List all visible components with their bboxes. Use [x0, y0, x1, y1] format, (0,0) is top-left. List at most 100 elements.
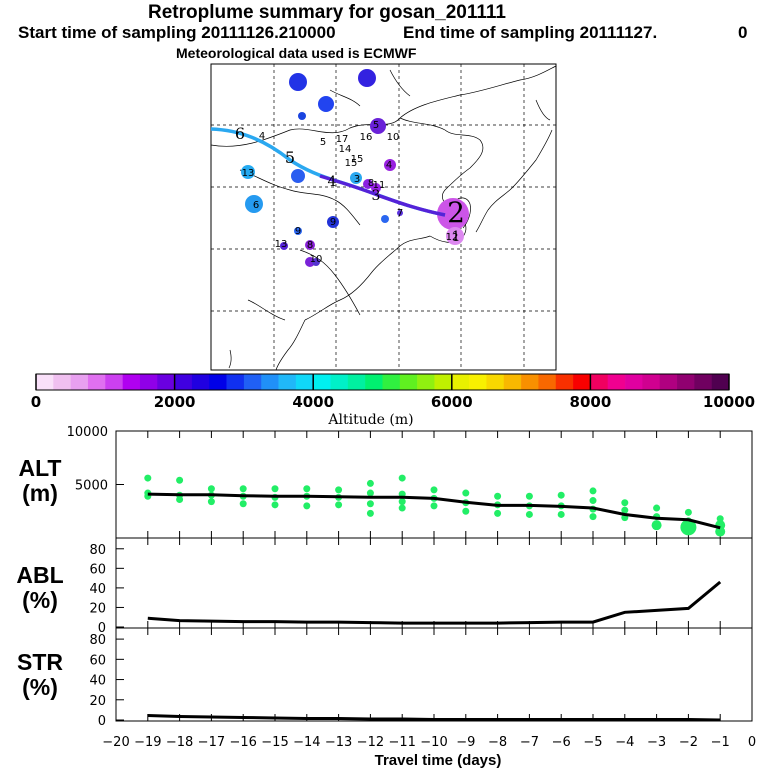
x-tick-label: −9 [456, 735, 475, 750]
colorbar-swatch [382, 374, 401, 390]
plume-cluster-label: 10 [310, 254, 323, 265]
colorbar-swatch [105, 374, 123, 390]
alt-scatter-point [271, 485, 279, 493]
colorbar-swatch [313, 374, 331, 390]
end-time-suffix: 0 [738, 23, 748, 42]
alt-scatter-point [144, 474, 152, 482]
alt-scatter-point [335, 501, 343, 509]
plume-cluster-marker [381, 215, 389, 223]
abl-y-tick-label: 20 [89, 601, 106, 616]
alt-scatter-point [589, 497, 597, 505]
abl-label-line1: ABL [16, 562, 64, 588]
plume-cluster-label: 4 [386, 160, 392, 171]
plume-cluster-marker [358, 69, 376, 87]
alt-scatter-point [430, 486, 438, 494]
plume-cluster-marker [241, 165, 255, 179]
alt-scatter-point [589, 513, 597, 521]
alt-scatter-point [398, 474, 406, 482]
map-trajectory: 12 3 4 5 6 [210, 124, 465, 245]
str-panel-label: STR (%) [10, 650, 70, 700]
abl-y-tick-label: 0 [98, 621, 106, 636]
alt-scatter-point [525, 492, 533, 500]
plume-cluster-label: 6 [253, 200, 259, 211]
x-tick-label: −11 [388, 735, 415, 750]
alt-scatter-point [335, 486, 343, 494]
trajectory-day-label: 1 [452, 229, 461, 245]
x-tick-label: −5 [583, 735, 602, 750]
plume-cluster-label: 5 [320, 137, 326, 148]
plume-cluster-label: 15 [351, 154, 364, 165]
alt-scatter-point [239, 485, 247, 493]
plume-cluster-label: 12 [446, 232, 459, 243]
alt-label-line1: ALT [18, 455, 62, 481]
alt-scatter-point [462, 489, 470, 497]
colorbar-swatch [139, 374, 158, 390]
colorbar-swatch [521, 374, 539, 390]
alt-scatter-point [716, 515, 724, 523]
alt-scatter-point [684, 508, 692, 516]
x-tick-label: −20 [102, 735, 129, 750]
plume-cluster-label: 8 [368, 178, 374, 189]
x-axis-label: Travel time (days) [375, 752, 502, 768]
plume-cluster-marker [446, 227, 464, 245]
plume-cluster-marker [245, 195, 263, 213]
met-data-label: Meteorological data used is ECMWF [176, 45, 417, 61]
alt-scatter-point [430, 502, 438, 510]
plume-cluster-label: 14 [339, 144, 352, 155]
colorbar-swatch [53, 374, 71, 390]
alt-scatter-point [366, 489, 374, 497]
str-y-tick-label: 80 [89, 633, 106, 648]
plume-cluster-label: 9 [295, 226, 301, 237]
colorbar-swatch [365, 374, 383, 390]
plume-cluster-label: 8 [307, 240, 313, 251]
plume-cluster-marker [298, 112, 306, 120]
alt-y-tick-label: 5000 [75, 479, 108, 494]
colorbar-swatch [469, 374, 487, 390]
alt-scatter-point [651, 520, 662, 531]
alt-scatter-point [653, 504, 661, 512]
colorbar-swatch [36, 374, 54, 390]
chart-title: Retroplume summary for gosan_201111 [148, 2, 506, 23]
alt-y-tick-label: 10000 [67, 425, 108, 440]
alt-label-line2: (m) [22, 480, 58, 506]
trajectory-day-label: 3 [372, 188, 381, 204]
plume-cluster-marker [371, 183, 381, 193]
alt-scatter-point [680, 519, 697, 536]
plume-cluster-marker [350, 172, 362, 184]
colorbar-swatch [711, 374, 730, 390]
x-tick-label: −2 [679, 735, 698, 750]
plume-cluster-marker [318, 96, 334, 112]
plume-cluster-label: 3 [354, 174, 360, 185]
trajectory-day-label: 5 [285, 148, 295, 167]
abl-panel-label: ABL (%) [10, 563, 70, 613]
altitude-colorbar: 0 2000 4000 6000 8000 10000 Altitude (m) [31, 373, 755, 428]
x-tick-label: −10 [420, 735, 447, 750]
alt-scatter-point [462, 507, 470, 515]
alt-scatter-point [525, 510, 533, 518]
str-y-tick-label: 0 [98, 714, 106, 729]
plume-cluster-label: 11 [373, 180, 386, 191]
alt-scatter-point [303, 485, 311, 493]
plume-cluster-label: 9 [330, 217, 336, 228]
alt-scatter-point [557, 510, 565, 518]
abl-label-line2: (%) [22, 587, 58, 613]
end-time-label: End time of sampling 20111127. [403, 23, 658, 42]
alt-scatter-point [589, 487, 597, 495]
str-mean-line [147, 714, 721, 722]
alt-mean-line [147, 492, 721, 530]
x-tick-label: −1 [711, 735, 730, 750]
colorbar-swatch [209, 374, 227, 390]
abl-mean-line [147, 580, 722, 625]
colorbar-swatch [122, 374, 141, 390]
plume-cluster-marker [312, 258, 320, 266]
x-tick-label: −12 [357, 735, 384, 750]
plume-cluster-label: 17 [336, 134, 349, 145]
alt-scatter-point [366, 509, 374, 517]
str-y-tick-label: 60 [89, 653, 106, 668]
colorbar-swatch [243, 374, 262, 390]
x-tick-label: −4 [615, 735, 634, 750]
colorbar-swatch [573, 374, 591, 390]
